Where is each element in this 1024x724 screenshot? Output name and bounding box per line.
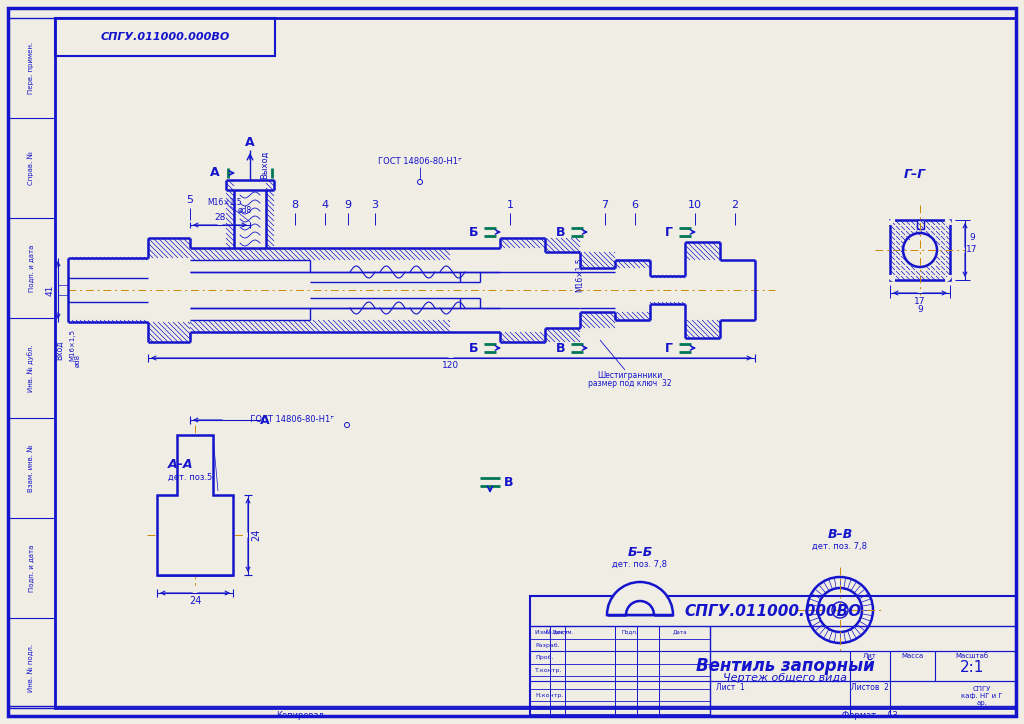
Text: 17: 17 <box>967 245 978 255</box>
Text: M16×1,5: M16×1,5 <box>575 258 585 292</box>
Text: Б: Б <box>469 225 478 238</box>
Text: 41: 41 <box>45 285 54 295</box>
Text: Взам. инв. №: Взам. инв. № <box>28 445 34 492</box>
Text: Чертеж общего вида: Чертеж общего вида <box>723 673 847 683</box>
Text: 24: 24 <box>251 529 261 541</box>
Text: Лист  1: Лист 1 <box>716 683 744 692</box>
Bar <box>890 220 950 280</box>
Bar <box>8 18 55 708</box>
Text: Инв. № подл.: Инв. № подл. <box>28 644 34 692</box>
Text: А–А: А–А <box>168 458 194 471</box>
Text: А: А <box>210 167 220 180</box>
Bar <box>55 18 275 56</box>
Text: Т.контр.: Т.контр. <box>535 668 562 673</box>
Text: Б–Б: Б–Б <box>628 547 652 560</box>
Text: СПГУ.011000.000ВО: СПГУ.011000.000ВО <box>100 32 229 42</box>
Text: Вентиль запорный: Вентиль запорный <box>695 657 874 675</box>
Text: Подп.: Подп. <box>622 629 638 634</box>
Text: 24: 24 <box>188 596 201 606</box>
Text: Изм. Лист: Изм. Лист <box>535 631 568 636</box>
Text: 9: 9 <box>344 200 351 210</box>
Text: 28: 28 <box>214 214 225 222</box>
Wedge shape <box>626 601 654 615</box>
Text: 9: 9 <box>969 234 975 243</box>
Text: размер под ключ  32: размер под ключ 32 <box>588 379 672 387</box>
Text: M16×1,5: M16×1,5 <box>208 198 243 206</box>
Wedge shape <box>607 582 673 615</box>
Text: ГОСТ 14806-80-Н1⌜: ГОСТ 14806-80-Н1⌜ <box>246 416 335 424</box>
Text: 7: 7 <box>601 200 608 210</box>
Text: Утб.: Утб. <box>535 705 548 710</box>
Text: M16×1,5: M16×1,5 <box>69 329 75 361</box>
Text: 120: 120 <box>442 361 460 369</box>
Text: А: А <box>260 413 269 426</box>
Text: 9: 9 <box>918 306 923 314</box>
Text: Дата: Дата <box>673 629 687 634</box>
Text: СПГУ
каф. НГ и Г
ар.: СПГУ каф. НГ и Г ар. <box>962 686 1002 706</box>
Text: Выход: Выход <box>260 151 269 179</box>
Text: Масса: Масса <box>902 653 924 659</box>
Text: 1: 1 <box>507 200 513 210</box>
Text: В: В <box>504 476 513 489</box>
Text: Г–Г: Г–Г <box>904 169 926 182</box>
Text: 4: 4 <box>322 200 329 210</box>
Text: № докум.: № докум. <box>547 629 573 635</box>
Text: Листов  2: Листов 2 <box>851 683 889 692</box>
Text: ød8: ød8 <box>75 353 81 366</box>
Text: Инв. № дубл.: Инв. № дубл. <box>28 344 35 392</box>
Text: В: В <box>555 342 565 355</box>
Text: В: В <box>555 225 565 238</box>
Text: А: А <box>245 135 255 148</box>
Text: ød8: ød8 <box>238 206 252 214</box>
Bar <box>530 596 1016 716</box>
Text: СПГУ.011000.000ВО: СПГУ.011000.000ВО <box>684 604 861 618</box>
Circle shape <box>418 180 423 185</box>
Text: дет. поз. 7,8: дет. поз. 7,8 <box>812 542 867 550</box>
Text: 5: 5 <box>186 195 194 205</box>
Text: 3: 3 <box>372 200 379 210</box>
Text: В–В: В–В <box>827 529 853 542</box>
Text: дет. поз. 7,8: дет. поз. 7,8 <box>612 560 668 568</box>
Text: 2: 2 <box>731 200 738 210</box>
Text: Масштаб: Масштаб <box>955 653 988 659</box>
Text: 8: 8 <box>292 200 299 210</box>
Text: Вход: Вход <box>55 340 65 360</box>
Text: Подп. и дата: Подп. и дата <box>28 544 34 592</box>
Text: 2:1: 2:1 <box>959 660 984 675</box>
Text: Копировал: Копировал <box>276 710 324 720</box>
Text: Перв. примен.: Перв. примен. <box>28 42 34 94</box>
Text: дет. поз.5: дет. поз.5 <box>168 473 212 481</box>
Text: Г: Г <box>665 225 673 238</box>
Text: Формат    А3: Формат А3 <box>842 710 898 720</box>
Text: Лит: Лит <box>863 653 877 659</box>
Text: Шестигранники: Шестигранники <box>597 371 663 379</box>
Text: Подп. и дата: Подп. и дата <box>28 244 34 292</box>
Text: ГОСТ 14806-80-Н1⌜: ГОСТ 14806-80-Н1⌜ <box>378 158 462 167</box>
Text: 17: 17 <box>914 298 926 306</box>
Text: Б: Б <box>469 342 478 355</box>
Text: Разраб.: Разраб. <box>535 643 560 648</box>
Text: Проб.: Проб. <box>535 655 554 660</box>
Bar <box>918 220 924 229</box>
Text: 10: 10 <box>688 200 702 210</box>
Text: Н.контр.: Н.контр. <box>535 693 563 698</box>
Polygon shape <box>157 435 233 575</box>
Text: Справ. №: Справ. № <box>28 151 34 185</box>
Text: 6: 6 <box>632 200 639 210</box>
Text: Г: Г <box>665 342 673 355</box>
Circle shape <box>344 423 349 427</box>
